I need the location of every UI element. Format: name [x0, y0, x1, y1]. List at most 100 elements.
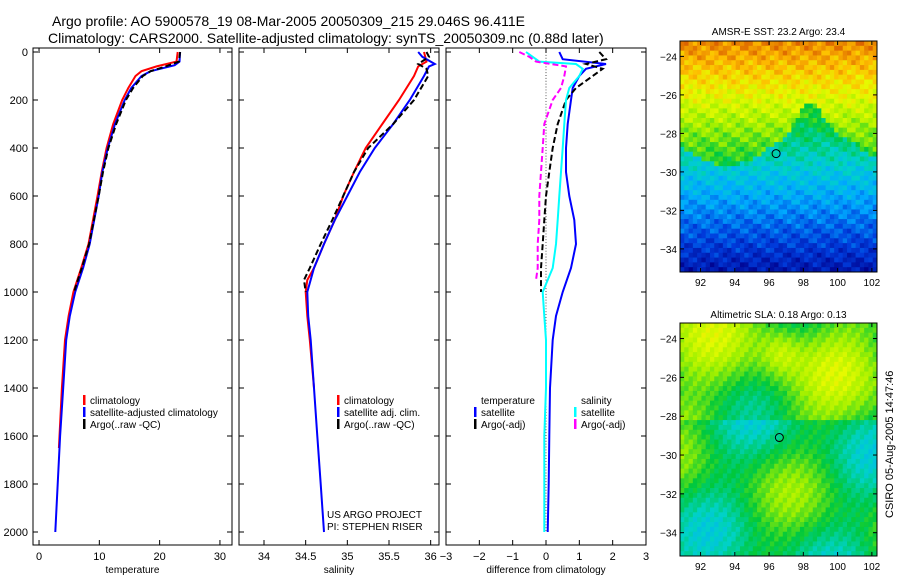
map-cell [817, 415, 822, 421]
map-cell [701, 170, 707, 177]
map-cell [825, 410, 831, 416]
map-cell [808, 170, 814, 177]
map-cell [735, 113, 741, 119]
map-cell [842, 410, 848, 416]
map-cell [821, 103, 827, 109]
map-cell [834, 166, 839, 172]
map-cell [714, 361, 719, 368]
map-cell [718, 337, 724, 343]
map-cell [680, 204, 685, 210]
map-cell [799, 502, 805, 508]
map-cell [714, 517, 719, 523]
map-cell [722, 517, 728, 523]
map-cell [851, 327, 856, 334]
map-cell [782, 381, 788, 387]
map-cell [701, 454, 707, 460]
map-cell [791, 108, 797, 114]
map-cell [829, 536, 835, 542]
map-cell [787, 74, 792, 80]
map-cell [722, 371, 728, 377]
map-cell [714, 74, 719, 80]
x-axis-label: salinity [324, 565, 355, 576]
legend-label: satellite-adjusted climatology [90, 408, 218, 419]
map-cell [808, 185, 814, 191]
map-cell [701, 50, 707, 56]
map-cell [799, 366, 805, 372]
map-cell [799, 156, 805, 162]
map-cell [851, 84, 856, 90]
map-cell [851, 219, 856, 225]
map-cell [705, 50, 711, 56]
map-cell [782, 526, 788, 533]
map-cell [799, 337, 805, 343]
map-cell [688, 376, 694, 382]
map-cell [804, 219, 809, 225]
map-frame [679, 40, 878, 273]
map-cell [705, 507, 711, 513]
map-cell [680, 420, 685, 426]
map-cell [774, 199, 779, 206]
map-cell [722, 69, 728, 76]
map-cell [735, 108, 741, 114]
map-cell [692, 497, 698, 503]
map-cell [718, 332, 724, 338]
map-cell [744, 214, 749, 220]
map-cell [778, 356, 784, 363]
map-cell [855, 405, 861, 411]
map-cell [778, 170, 784, 177]
map-cell [829, 175, 835, 181]
map-cell [795, 185, 801, 191]
map-cell [701, 371, 707, 377]
map-cell [864, 195, 869, 201]
map-cell [851, 478, 856, 484]
map-cell [697, 546, 702, 552]
map-cell [838, 323, 844, 329]
map-cell [684, 108, 689, 114]
map-cell [825, 45, 831, 52]
map-cell [791, 546, 797, 552]
map-cell [765, 337, 771, 343]
map-cell [761, 497, 767, 503]
map-cell [787, 400, 792, 406]
map-cell [744, 458, 749, 465]
map-cell [744, 137, 749, 143]
map-cell [829, 415, 835, 421]
map-cell [829, 233, 835, 239]
map-cell [705, 429, 711, 436]
map-cell [727, 526, 732, 533]
map-cell [714, 492, 719, 499]
map-cell [829, 366, 835, 372]
map-cell [769, 352, 775, 358]
map-cell [709, 243, 715, 249]
map-cell [765, 74, 771, 80]
map-cell [709, 84, 715, 90]
map-cell [739, 420, 745, 426]
map-cell [735, 546, 741, 552]
map-cell [692, 429, 698, 436]
map-cell [692, 410, 698, 416]
map-cell [855, 50, 861, 56]
map-cell [782, 454, 788, 460]
map-cell [680, 113, 685, 119]
map-cell [735, 243, 741, 249]
map-cell [761, 347, 767, 353]
map-cell [825, 204, 831, 210]
map-cell [727, 238, 732, 244]
map-cell [709, 332, 715, 338]
map-cell [817, 146, 822, 153]
map-cell [834, 410, 839, 416]
map-cell [812, 219, 818, 225]
map-cell [782, 118, 788, 124]
map-cell [748, 488, 754, 494]
map-cell [727, 541, 732, 547]
map-cell [847, 118, 852, 124]
map-cell [864, 69, 869, 76]
y-tick-label: −30 [660, 168, 677, 179]
map-cell [684, 69, 689, 76]
map-cell [697, 395, 702, 402]
map-cell [688, 415, 694, 421]
map-cell [808, 156, 814, 162]
map-cell [787, 209, 792, 215]
map-cell [834, 420, 839, 426]
map-cell [847, 546, 852, 552]
